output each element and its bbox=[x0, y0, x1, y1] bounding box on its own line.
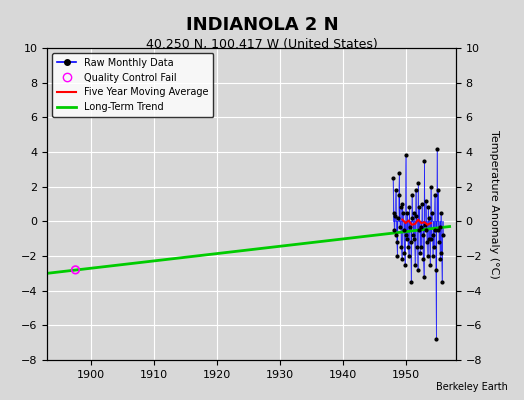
Point bbox=[399, 210, 407, 216]
Point bbox=[417, 244, 425, 250]
Point bbox=[415, 204, 423, 211]
Point bbox=[413, 267, 422, 273]
Point bbox=[413, 244, 421, 250]
Point bbox=[409, 232, 417, 238]
Point bbox=[432, 267, 440, 273]
Point bbox=[427, 236, 435, 242]
Point bbox=[433, 227, 442, 233]
Text: INDIANOLA 2 N: INDIANOLA 2 N bbox=[185, 16, 339, 34]
Point bbox=[435, 239, 443, 245]
Point bbox=[424, 204, 432, 211]
Point bbox=[422, 227, 431, 233]
Point bbox=[391, 213, 399, 219]
Point bbox=[398, 201, 407, 207]
Point bbox=[411, 187, 420, 193]
Point bbox=[402, 236, 411, 242]
Point bbox=[438, 279, 446, 285]
Point bbox=[408, 215, 417, 221]
Point bbox=[390, 227, 398, 233]
Y-axis label: Temperature Anomaly (°C): Temperature Anomaly (°C) bbox=[489, 130, 499, 278]
Point bbox=[418, 232, 427, 238]
Point bbox=[433, 145, 441, 152]
Point bbox=[416, 249, 424, 256]
Point bbox=[393, 253, 401, 259]
Point bbox=[418, 201, 426, 207]
Point bbox=[398, 256, 406, 263]
Point bbox=[430, 244, 438, 250]
Point bbox=[423, 253, 432, 259]
Point bbox=[395, 192, 403, 198]
Point bbox=[425, 236, 434, 242]
Point bbox=[395, 170, 403, 176]
Point bbox=[407, 279, 416, 285]
Point bbox=[417, 223, 425, 230]
Point bbox=[406, 223, 414, 230]
Point bbox=[389, 175, 397, 181]
Point bbox=[439, 232, 447, 238]
Point bbox=[429, 232, 438, 238]
Point bbox=[391, 187, 400, 193]
Point bbox=[430, 192, 439, 198]
Text: Berkeley Earth: Berkeley Earth bbox=[436, 382, 508, 392]
Point bbox=[396, 204, 405, 211]
Point bbox=[408, 192, 416, 198]
Point bbox=[396, 223, 404, 230]
Point bbox=[424, 215, 433, 221]
Point bbox=[389, 210, 398, 216]
Point bbox=[402, 232, 410, 238]
Point bbox=[405, 253, 413, 259]
Point bbox=[434, 187, 442, 193]
Point bbox=[394, 215, 402, 221]
Point bbox=[432, 336, 441, 342]
Point bbox=[404, 244, 412, 250]
Point bbox=[392, 232, 400, 238]
Point bbox=[420, 158, 429, 164]
Point bbox=[405, 204, 413, 211]
Point bbox=[403, 210, 412, 216]
Point bbox=[414, 180, 422, 186]
Point bbox=[427, 184, 435, 190]
Point bbox=[400, 249, 409, 256]
Point bbox=[407, 239, 415, 245]
Point bbox=[431, 227, 439, 233]
Point bbox=[410, 236, 419, 242]
Point bbox=[401, 262, 409, 268]
Point bbox=[420, 274, 428, 280]
Point bbox=[429, 253, 437, 259]
Point bbox=[399, 227, 408, 233]
Legend: Raw Monthly Data, Quality Control Fail, Five Year Moving Average, Long-Term Tren: Raw Monthly Data, Quality Control Fail, … bbox=[52, 53, 213, 117]
Point bbox=[419, 256, 428, 263]
Point bbox=[435, 223, 444, 230]
Point bbox=[71, 267, 80, 273]
Text: 40.250 N, 100.417 W (United States): 40.250 N, 100.417 W (United States) bbox=[146, 38, 378, 51]
Point bbox=[428, 210, 436, 216]
Point bbox=[437, 249, 445, 256]
Point bbox=[414, 227, 423, 233]
Point bbox=[412, 213, 420, 219]
Point bbox=[423, 239, 431, 245]
Point bbox=[411, 262, 419, 268]
Point bbox=[410, 210, 418, 216]
Point bbox=[397, 244, 406, 250]
Point bbox=[421, 197, 430, 204]
Point bbox=[426, 262, 434, 268]
Point bbox=[392, 239, 401, 245]
Point bbox=[421, 222, 429, 228]
Point bbox=[436, 256, 444, 263]
Point bbox=[436, 210, 445, 216]
Point bbox=[401, 152, 410, 159]
